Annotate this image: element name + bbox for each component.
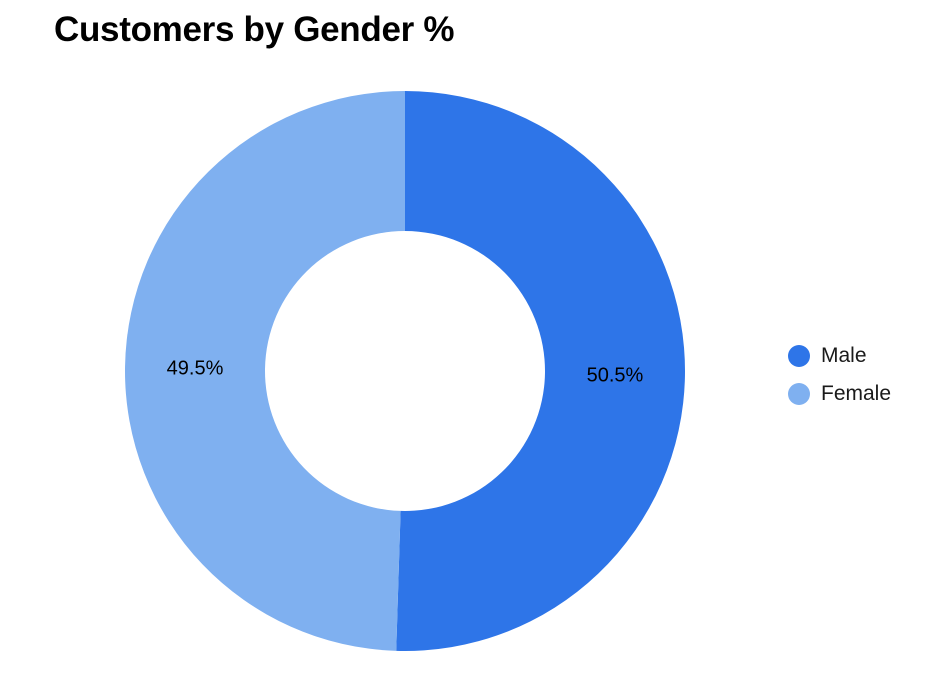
legend-item-male[interactable]: Male (788, 337, 891, 375)
legend-item-female[interactable]: Female (788, 375, 891, 413)
slice-male[interactable] (396, 91, 686, 651)
slice-female[interactable] (125, 91, 405, 651)
legend-swatch-male (788, 345, 810, 367)
slice-label-male: 50.5% (587, 364, 644, 386)
legend-label-female: Female (821, 382, 892, 405)
slice-label-female: 49.5% (167, 358, 224, 380)
legend-swatch-female (788, 383, 810, 405)
legend: Male Female (788, 337, 891, 413)
legend-label-male: Male (821, 344, 867, 367)
chart-title: Customers by Gender % (54, 10, 455, 49)
